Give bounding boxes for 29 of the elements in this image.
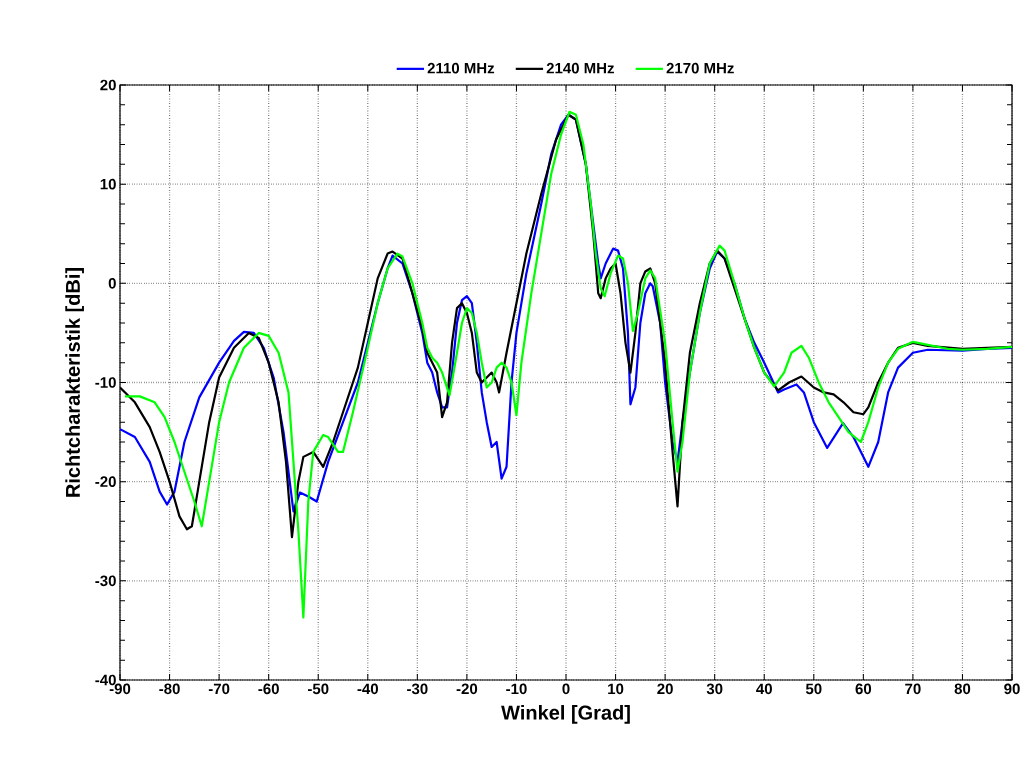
y-tick-label: -10 (95, 377, 116, 388)
y-tick-label: 10 (100, 178, 116, 190)
x-tick-label: 80 (954, 683, 971, 695)
x-tick-label: -30 (407, 683, 428, 695)
x-tick-label: -50 (307, 683, 329, 695)
y-tick-label: -20 (95, 476, 116, 487)
y-tick-label: 0 (108, 278, 116, 289)
x-tick-label: 40 (756, 683, 772, 695)
x-tick-label: 60 (855, 683, 872, 695)
x-tick-label: 90 (1004, 683, 1020, 695)
y-tick-label: -30 (95, 575, 116, 587)
y-axis-title: Richtcharakteristik [dBi] (65, 268, 84, 497)
legend-label: 2110 MHz (427, 62, 495, 74)
legend-label: 2170 MHz (666, 62, 734, 74)
legend-label: 2140 MHz (546, 62, 614, 74)
x-tick-label: 50 (805, 683, 822, 695)
x-tick-label: -40 (357, 683, 378, 695)
x-tick-label: -70 (208, 683, 230, 695)
x-tick-label: 20 (657, 683, 673, 695)
y-tick-label: 20 (100, 79, 116, 91)
x-tick-label: 0 (562, 683, 570, 695)
x-tick-label: -80 (159, 683, 180, 695)
x-tick-label: -20 (456, 683, 478, 695)
x-tick-label: 10 (608, 683, 624, 695)
x-tick-label: -10 (506, 683, 527, 695)
x-tick-label: -60 (258, 683, 279, 695)
x-axis-title: Winkel [Grad] (501, 705, 630, 724)
x-tick-label: 30 (706, 683, 723, 695)
x-tick-label: 70 (905, 683, 921, 695)
